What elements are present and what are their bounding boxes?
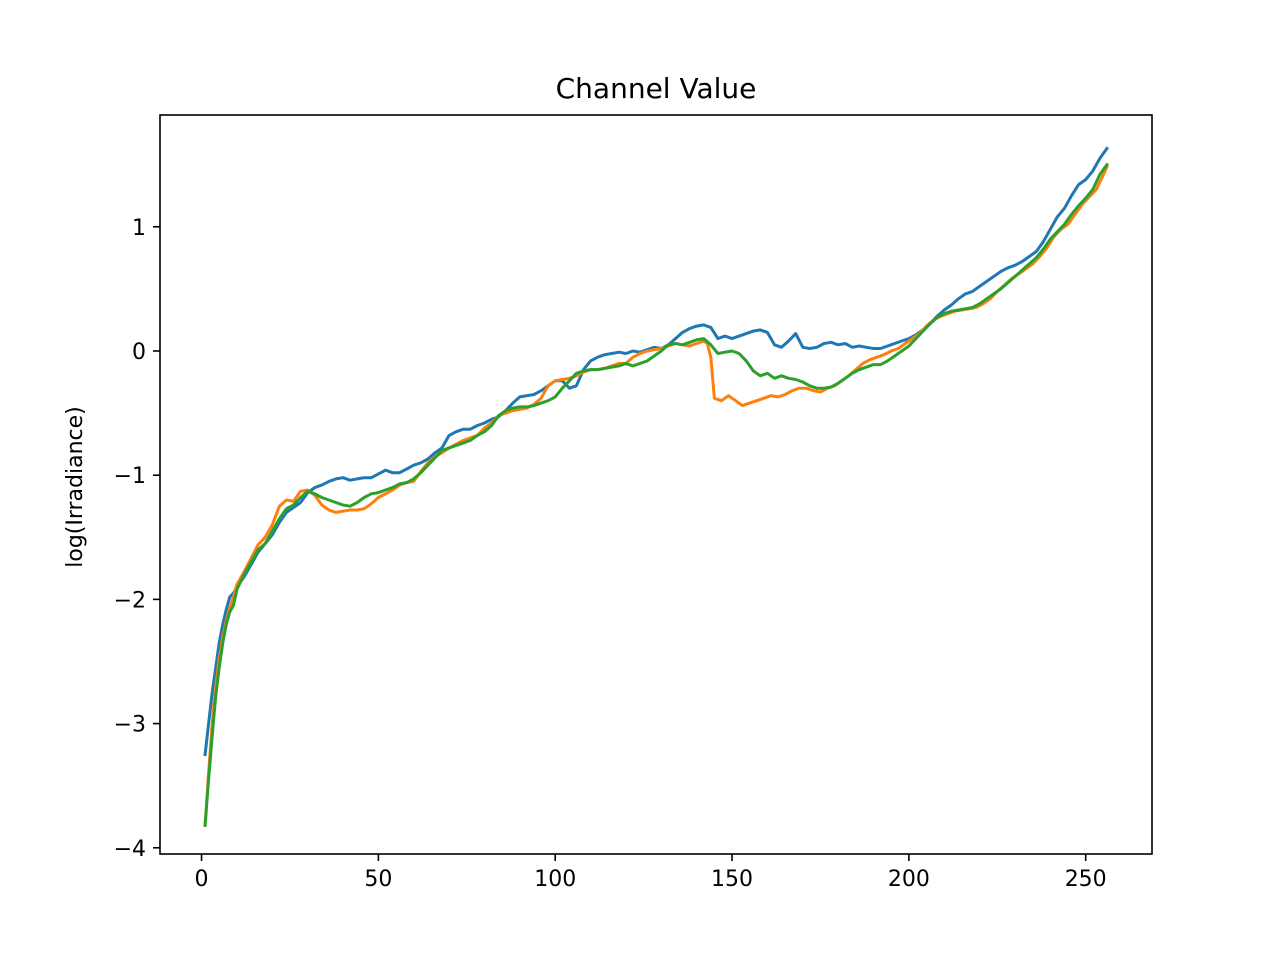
series-layer [203,146,1109,828]
y-tick-label: −2 [114,588,146,613]
x-tick-label: 150 [711,867,753,892]
y-tick-label: −3 [114,713,146,738]
x-tick-label: 200 [888,867,930,892]
plot-frame [159,114,1153,855]
y-tick-label: 1 [132,216,146,241]
x-tick-label: 250 [1065,867,1107,892]
x-tick-label: 100 [534,867,576,892]
x-tick-label: 0 [195,867,209,892]
y-tick-label: −4 [114,837,146,862]
y-tick-label: 0 [132,340,146,365]
chart-title: Channel Value [556,72,757,105]
axes-layer: 0 50 100 150 200 250 −4 −3 −2 −1 0 1 [114,216,1107,892]
series-line-3 [203,162,1109,828]
y-axis-label: log(Irradiance) [63,406,88,568]
y-tick-label: −1 [114,464,146,489]
x-tick-label: 50 [364,867,392,892]
